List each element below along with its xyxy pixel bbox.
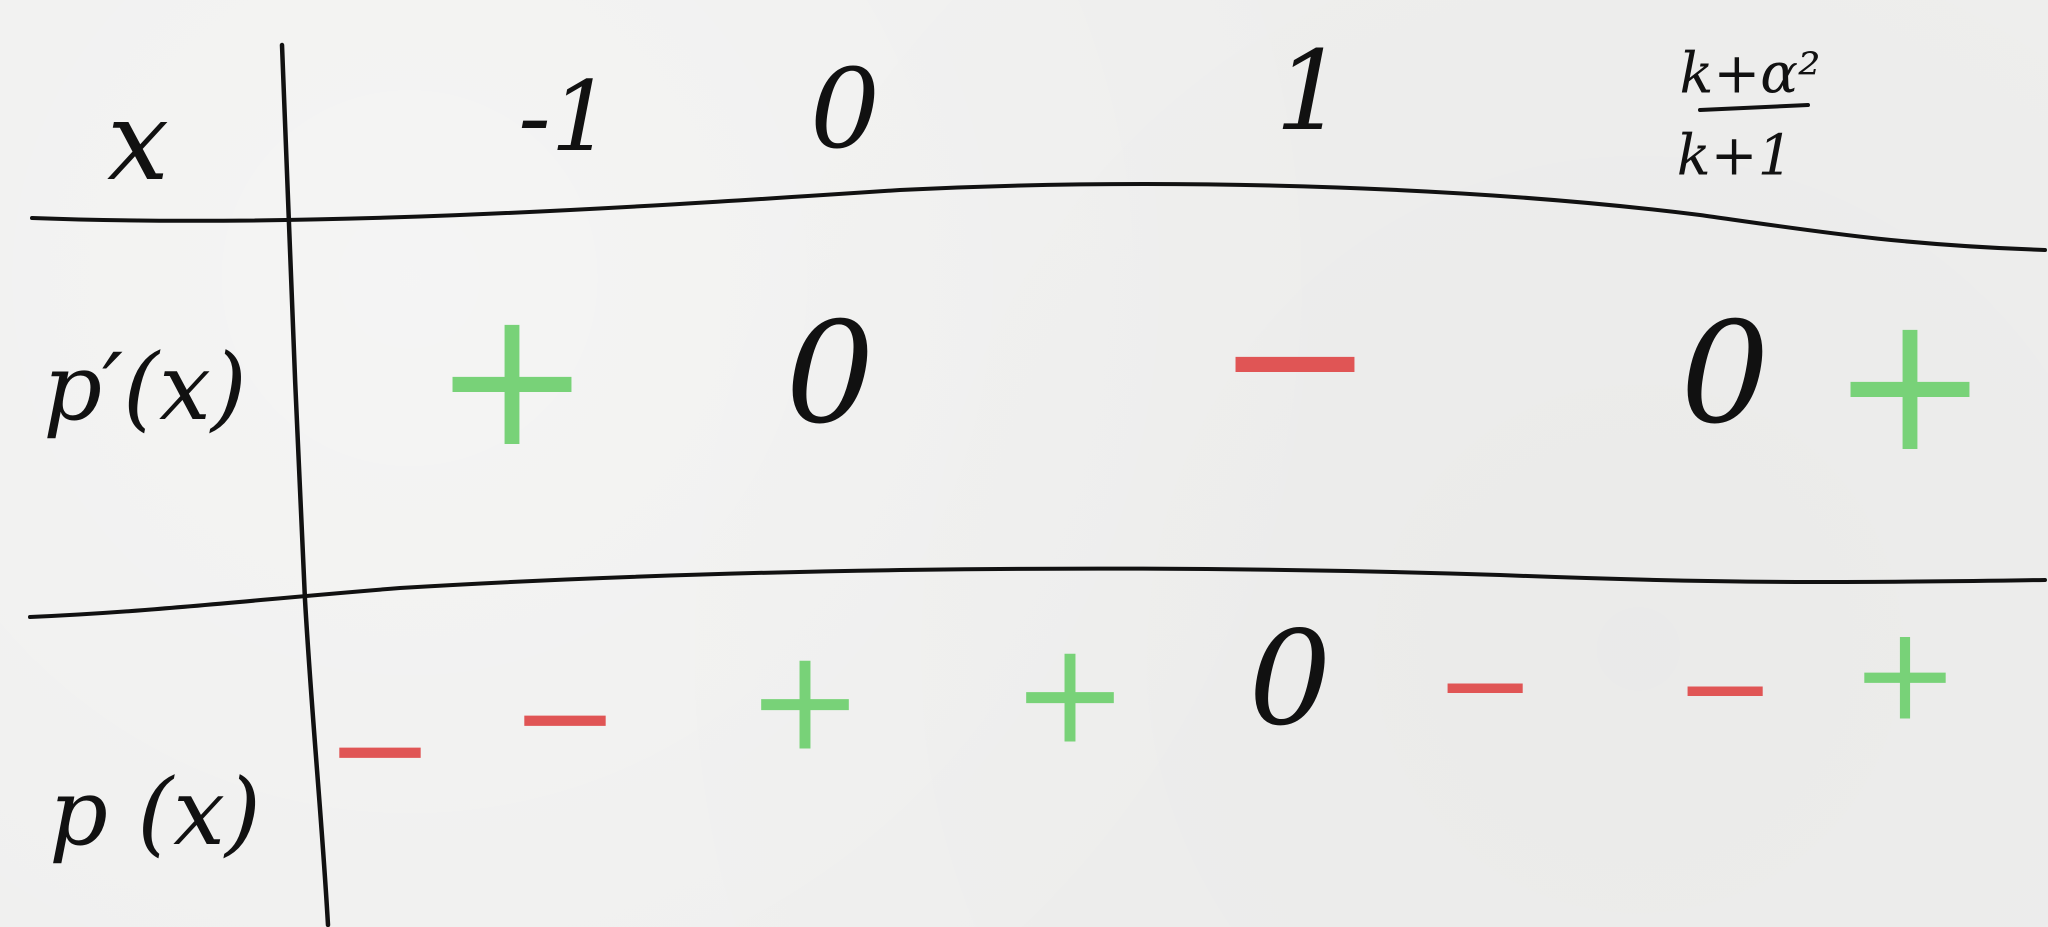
function-sign-6: − — [1435, 616, 1536, 755]
fraction-bar — [1698, 103, 1810, 112]
function-sign-7: − — [1675, 619, 1776, 758]
function-sign-5: 0 — [1249, 603, 1332, 755]
derivative-sign-1: + — [432, 268, 591, 489]
vertical-divider-line — [279, 42, 331, 927]
header-point-1: -1 — [518, 61, 612, 173]
derivative-sign-5: + — [1830, 273, 1989, 494]
function-sign-1: − — [326, 673, 435, 825]
function-sign-2: − — [511, 641, 620, 793]
header-point-2: 0 — [810, 45, 880, 173]
function-sign-entries: − − + + 0 − − + — [326, 598, 1960, 825]
header-point-fraction-numerator: k+α² — [1679, 42, 1820, 107]
function-row-label: p (x) — [49, 759, 261, 866]
header-point-fraction-denominator: k+1 — [1677, 124, 1793, 189]
header-row-label: x — [107, 77, 169, 205]
derivative-row-label: p′(x) — [43, 334, 246, 441]
function-sign-8: + — [1851, 598, 1960, 750]
derivative-sign-entries: + 0 − 0 + — [432, 248, 1989, 494]
row-divider-line — [28, 566, 2047, 619]
derivative-sign-3: − — [1215, 248, 1374, 469]
header-point-3: 1 — [1275, 27, 1345, 155]
header-divider-line — [30, 182, 2047, 252]
function-sign-4: + — [1011, 613, 1128, 776]
function-sign-3: + — [746, 620, 863, 783]
derivative-sign-4: 0 — [1680, 293, 1769, 456]
derivative-sign-2: 0 — [785, 293, 874, 456]
